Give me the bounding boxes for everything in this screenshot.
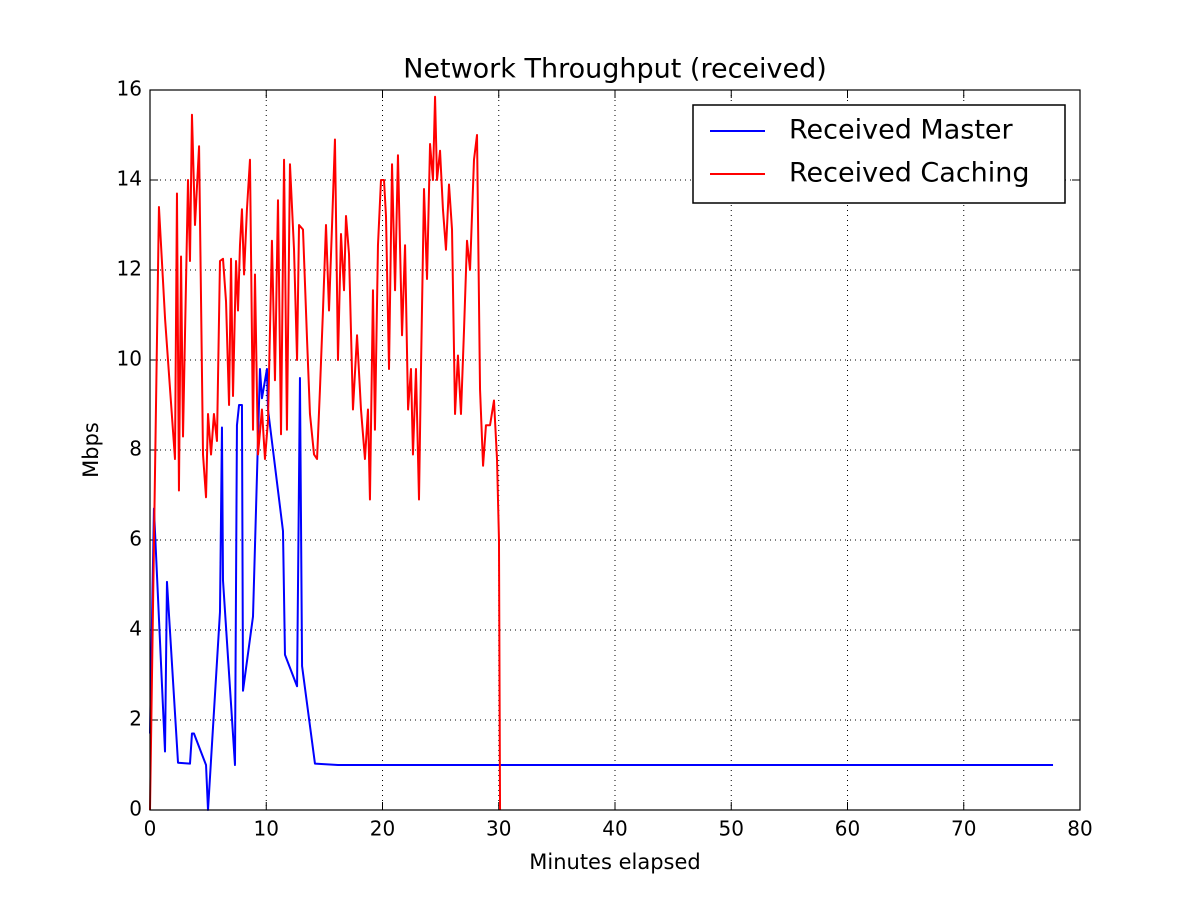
legend-label: Received Master [789,115,1014,146]
y-tick-label: 4 [129,617,142,641]
legend-label: Received Caching [789,158,1030,189]
y-tick-label: 6 [129,527,142,551]
legend-box [692,104,1066,204]
x-tick-label: 50 [719,817,744,841]
y-tick-label: 0 [129,797,142,821]
x-tick-label: 10 [254,817,279,841]
x-tick-label: 0 [144,817,157,841]
x-tick-label: 80 [1067,817,1092,841]
plot-frame [149,89,1081,811]
x-tick-label: 30 [486,817,511,841]
data-line [149,95,502,811]
y-tick-label: 2 [129,707,142,731]
y-tick-label: 8 [129,437,142,461]
chart-title: Network Throughput (received) [403,54,827,85]
x-tick-label: 70 [951,817,976,841]
x-tick-label: 20 [370,817,395,841]
y-tick-label: 16 [117,77,142,101]
y-tick-label: 14 [117,167,142,191]
y-tick-label: 10 [117,347,142,371]
y-tick-label: 12 [117,257,142,281]
data-line [149,368,1054,811]
x-tick-label: 60 [835,817,860,841]
x-tick-label: 40 [602,817,627,841]
x-axis-label: Minutes elapsed [529,850,701,874]
y-axis-label: Mbps [79,422,103,478]
